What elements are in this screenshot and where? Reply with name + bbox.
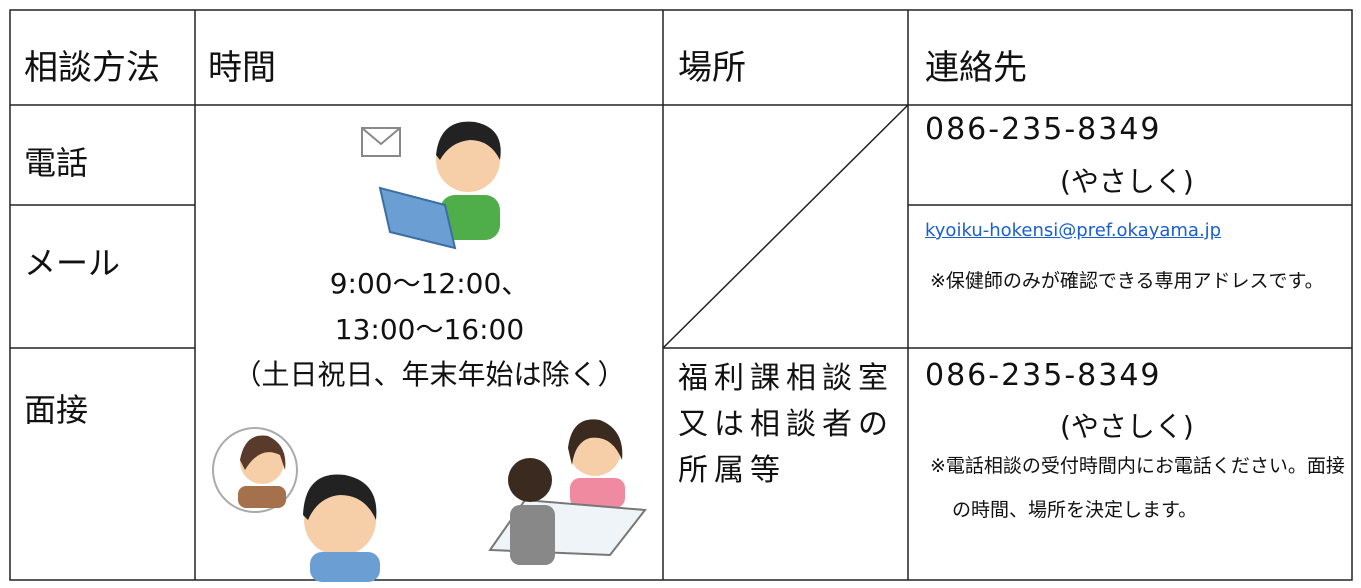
place-line: 所属等 (678, 453, 786, 488)
email-wrap: kyoiku-hokensi@pref.okayama.jp (925, 220, 1221, 241)
header-cell: 連絡先 (925, 48, 1027, 88)
place: 福利課相談室 又は相談者の 所属等 (678, 356, 903, 494)
hours-line: 9:00～12:00、 (329, 267, 530, 300)
method: 電話 (24, 144, 89, 182)
method: 面接 (24, 391, 89, 429)
interview-label: (やさしく) (1060, 410, 1194, 443)
hours-line: 13:00～16:00 (334, 313, 525, 346)
phone-number: 086-235-8349 (925, 112, 1162, 147)
method: メール (24, 244, 121, 282)
header-cell: 時間 (208, 48, 276, 88)
hours-line: （土日祝日、年末年始は除く） (233, 358, 626, 391)
illustration-laptop (361, 121, 501, 250)
illustration-phone (212, 427, 380, 582)
phone-label: (やさしく) (1060, 165, 1194, 198)
interview-note: ※電話相談の受付時間内にお電話ください。面接の時間、場所を決定します。 (930, 455, 1345, 521)
header-cell: 場所 (678, 48, 746, 88)
email-link[interactable]: kyoiku-hokensi@pref.okayama.jp (925, 220, 1222, 241)
place-line: 福利課相談室 (678, 361, 894, 396)
place-line: 又は相談者の (678, 407, 894, 442)
mail-note: ※保健師のみが確認できる専用アドレスです。 (930, 270, 1324, 292)
interview-number: 086-235-8349 (925, 358, 1162, 393)
illustration-interview (488, 419, 647, 565)
header-cell: 相談方法 (24, 48, 160, 88)
